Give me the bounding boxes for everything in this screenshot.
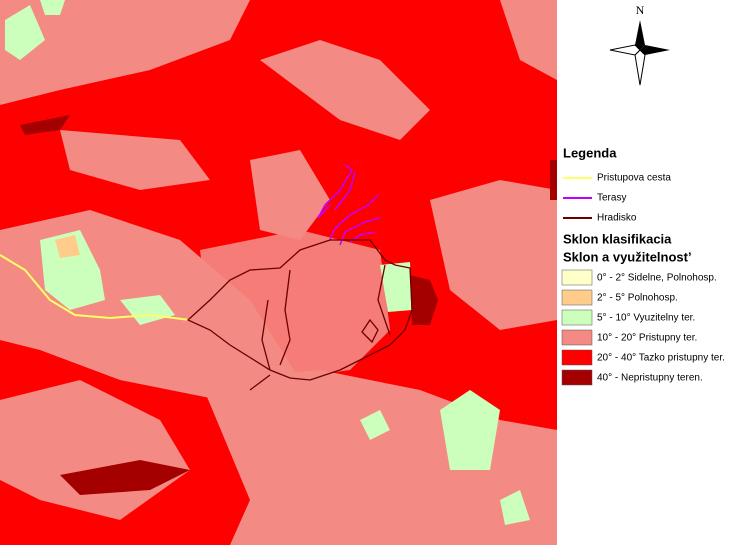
- access-road: [0, 254, 191, 321]
- classification-subtitle: Sklon a využitelnost’: [563, 249, 692, 264]
- arrow-w: [609, 44, 641, 56]
- north-label: N: [636, 3, 645, 17]
- legend-class-label: 5° - 10° Vyuzitelny ter.: [597, 313, 695, 324]
- legend-line-label: Hradisko: [597, 213, 637, 224]
- classification-title: Sklon klasifikacia: [563, 231, 672, 246]
- north-arrow: N: [609, 3, 670, 86]
- legend-class-label: 0° - 2° Sidelne, Polnohosp.: [597, 273, 717, 284]
- arrow-n: [635, 20, 645, 50]
- slope-map: [0, 0, 557, 545]
- legend-line-label: Pristupova cesta: [597, 173, 671, 184]
- arrow-s: [634, 49, 646, 86]
- legend-swatch: [561, 309, 593, 326]
- green-areas: [5, 0, 530, 525]
- arrow-e: [640, 45, 670, 55]
- legend-title: Legenda: [563, 145, 617, 160]
- legend-class-label: 10° - 20° Pristupny ter.: [597, 333, 697, 344]
- legend-swatch: [561, 349, 593, 366]
- legend-line-label: Terasy: [597, 193, 626, 204]
- legend-swatch: [561, 289, 593, 306]
- legend-class-label: 2° - 5° Polnohosp.: [597, 293, 678, 304]
- hillfort: [186, 239, 413, 391]
- peach-area: [55, 235, 80, 258]
- legend-swatch: [561, 329, 593, 346]
- legend: Legenda Sklon klasifikacia Sklon a využi…: [561, 145, 725, 386]
- legend-class-label: 20° - 40° Tazko pristupny ter.: [597, 353, 725, 364]
- legend-class-label: 40° - Nepristupny teren.: [597, 373, 703, 384]
- legend-swatch: [561, 369, 593, 386]
- legend-swatch: [561, 269, 593, 286]
- dark-red-areas: [20, 115, 557, 495]
